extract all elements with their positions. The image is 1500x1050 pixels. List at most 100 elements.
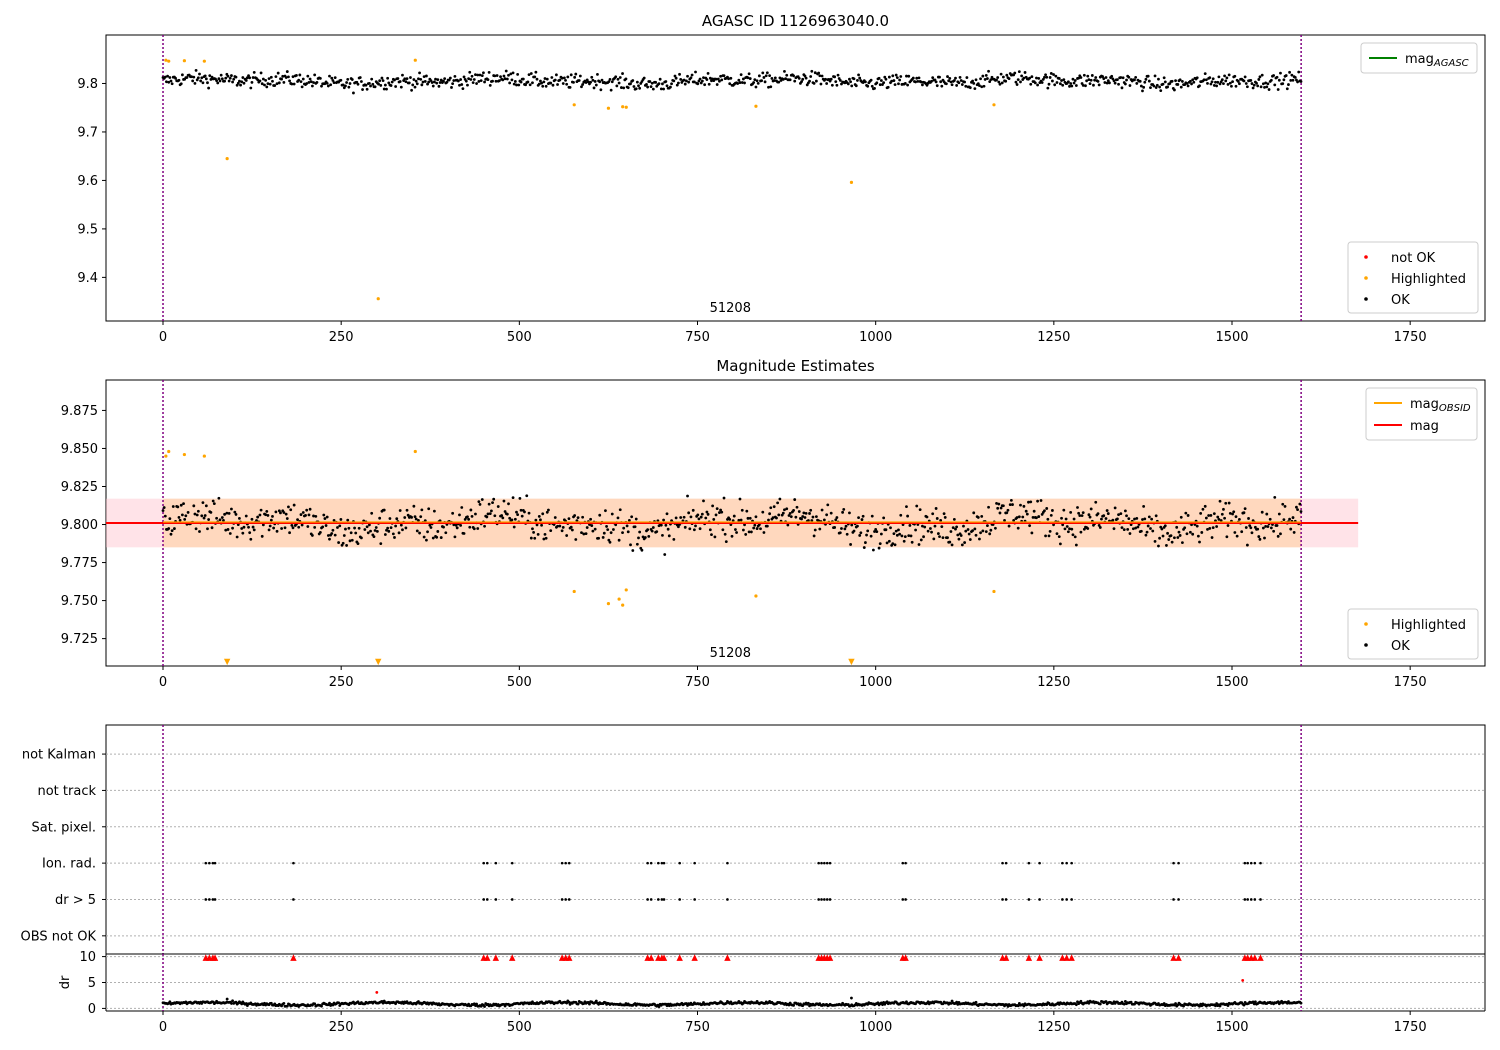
ok-point	[891, 74, 895, 78]
ok-point	[1142, 504, 1146, 508]
ok-point	[230, 507, 233, 511]
ok-point	[866, 529, 870, 533]
dr-capped-marker	[566, 954, 573, 961]
obsid-label: 51208	[710, 301, 751, 316]
ok-point	[1259, 85, 1263, 89]
ok-point	[459, 523, 463, 527]
ok-point	[1252, 83, 1256, 87]
ok-point	[696, 513, 700, 517]
ok-point	[1155, 83, 1159, 87]
ok-point	[590, 75, 594, 79]
ok-point	[895, 533, 899, 537]
ok-point	[840, 527, 843, 530]
ok-point	[467, 77, 471, 81]
ok-point	[490, 509, 493, 513]
ok-point	[1069, 82, 1073, 85]
ok-point	[287, 505, 290, 509]
dr-point	[949, 1002, 953, 1005]
ok-point	[959, 534, 963, 537]
ok-point	[1284, 74, 1288, 77]
ok-point	[383, 83, 387, 87]
ok-point	[829, 77, 833, 81]
ok-point	[419, 77, 423, 81]
ok-point	[1108, 81, 1111, 85]
ok-point	[265, 510, 269, 513]
ok-point	[529, 536, 533, 540]
ok-point	[323, 517, 327, 520]
ok-point	[626, 86, 630, 90]
ok-point	[1046, 86, 1050, 90]
ok-point	[378, 79, 382, 83]
ok-point	[1127, 517, 1131, 521]
ok-point	[573, 75, 577, 79]
ok-point	[614, 75, 618, 79]
ok-point	[1040, 81, 1044, 84]
y-tick-label: 10	[79, 950, 96, 965]
ok-point	[843, 527, 847, 531]
ok-point	[1225, 535, 1229, 539]
highlighted-point	[572, 589, 576, 594]
ok-point	[898, 78, 902, 82]
ok-point	[1057, 535, 1061, 539]
ok-point	[540, 81, 543, 85]
flag-point	[211, 898, 215, 901]
ok-point	[1111, 518, 1115, 522]
ok-point	[1088, 515, 1092, 519]
ok-point	[1103, 81, 1107, 84]
ok-point	[1144, 77, 1148, 81]
ok-point	[215, 516, 219, 520]
dr-point	[1198, 1004, 1201, 1008]
ok-point	[788, 78, 792, 82]
x-tick-label: 0	[159, 330, 167, 345]
ok-point	[217, 496, 221, 500]
ok-point	[598, 80, 602, 84]
ok-point	[1299, 80, 1303, 83]
ok-point	[1276, 88, 1280, 91]
ok-point	[755, 79, 759, 83]
ok-point	[1084, 84, 1087, 88]
flag-point	[1259, 861, 1262, 865]
ok-point	[1238, 82, 1241, 86]
ok-point	[591, 529, 595, 533]
ok-point	[378, 516, 382, 520]
ok-point	[562, 76, 566, 80]
ok-point	[637, 536, 640, 540]
ok-point	[1219, 519, 1223, 522]
dr-capped-marker	[1036, 954, 1043, 961]
ok-point	[577, 79, 581, 82]
x-tick-label: 750	[685, 1020, 710, 1035]
ok-point	[1227, 501, 1231, 505]
ok-point	[935, 517, 939, 520]
ok-point	[903, 535, 907, 539]
flag-point	[825, 898, 829, 901]
x-tick-label: 250	[329, 330, 354, 345]
ok-point	[486, 512, 490, 516]
ok-point	[854, 84, 858, 88]
ok-point	[1264, 524, 1268, 528]
ok-point	[801, 515, 805, 518]
ok-point	[674, 516, 678, 520]
ok-point	[1133, 78, 1136, 82]
ok-point	[202, 516, 206, 520]
flag-point	[1061, 861, 1064, 865]
ok-point	[1295, 505, 1298, 509]
ok-point	[502, 74, 506, 78]
ok-point	[1282, 518, 1286, 521]
ok-point	[1244, 526, 1248, 529]
ok-point	[1128, 532, 1132, 535]
ok-point	[209, 510, 213, 514]
ok-point	[1117, 513, 1120, 517]
ok-point	[508, 81, 512, 85]
ok-point	[1060, 79, 1063, 82]
ok-point	[1058, 542, 1062, 546]
ok-point	[909, 534, 913, 538]
ok-point	[1190, 82, 1193, 86]
flag-point	[823, 861, 826, 865]
dr-ok-series	[161, 999, 1303, 1009]
ok-point	[715, 83, 719, 86]
ok-point	[931, 76, 935, 80]
ok-point	[976, 516, 980, 519]
ok-point	[1102, 77, 1106, 81]
ok-point	[659, 87, 663, 91]
ok-point	[539, 79, 542, 83]
